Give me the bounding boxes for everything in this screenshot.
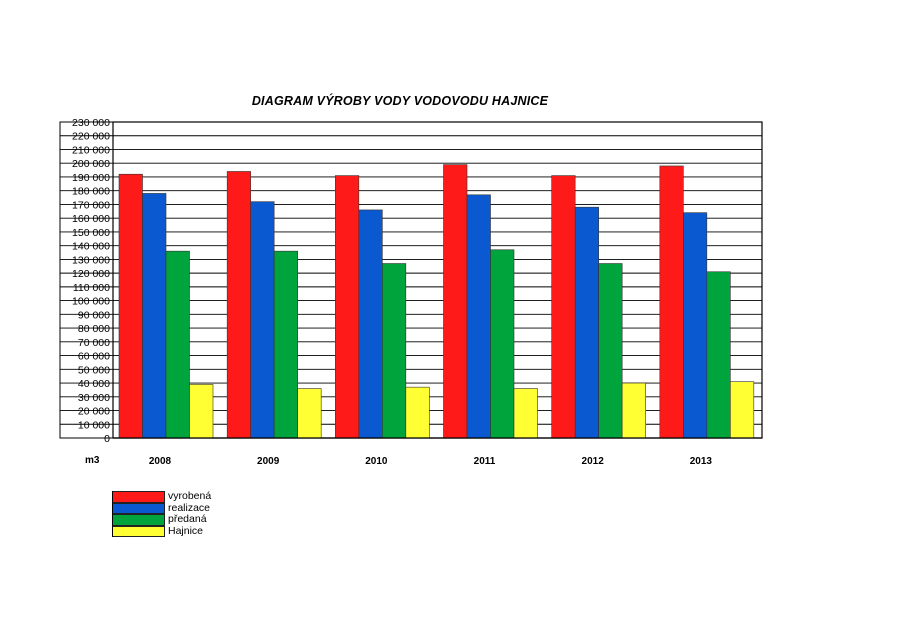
legend-swatch [113,514,165,526]
y-tick-label: 220 000 [72,131,110,143]
y-tick-label: 110 000 [73,282,110,294]
y-tick-label: 190 000 [72,172,110,184]
legend-label: Hajnice [168,525,204,538]
bar [513,388,538,439]
legend-item: Hajnice [113,526,211,538]
x-tick-label: 2012 [582,456,605,467]
y-tick-label: 230 000 [72,117,110,129]
y-tick-label: 70 000 [78,337,110,349]
y-tick-label: 180 000 [72,186,110,198]
y-axis-box [59,121,114,439]
legend-item: vyrobená [113,491,211,503]
bar [598,263,623,439]
bar [226,171,251,439]
y-tick-label: 80 000 [78,323,110,335]
chart-title: DIAGRAM VÝROBY VODY VODOVODU HAJNICE [251,94,549,108]
y-tick-label: 170 000 [72,199,110,211]
y-tick-label: 210 000 [72,144,110,156]
legend-label: předaná [168,513,207,526]
legend-item: předaná [113,514,211,526]
y-tick-label: 130 000 [72,254,110,266]
y-tick-label: 50 000 [78,364,110,376]
bar [659,165,684,439]
x-tick-label: 2013 [690,456,713,467]
y-tick-label: 30 000 [78,392,110,404]
bar [621,382,646,439]
y-tick-label: 160 000 [72,213,110,225]
legend-swatch [113,502,165,515]
y-tick-label: 120 000 [72,268,110,280]
y-tick-label: 100 000 [72,296,110,308]
y-tick-label: 200 000 [72,158,110,170]
y-tick-label: 150 000 [72,227,110,239]
legend-swatch [113,525,165,538]
y-tick-label: 10 000 [78,419,110,431]
legend-label: vyrobená [168,490,212,503]
bar [165,250,190,439]
bar [382,263,407,439]
bar [358,209,383,439]
bar [405,386,430,439]
bar [730,381,755,439]
bar [683,212,708,439]
bar [466,194,491,439]
bar [142,193,167,439]
y-tick-label: 140 000 [72,241,110,253]
bar [490,249,515,439]
y-tick-label: 40 000 [78,378,110,390]
bar [706,271,731,439]
legend-swatch [113,491,165,503]
y-tick-label: 0 [104,433,110,445]
y-tick-label: 60 000 [78,351,110,363]
bar [118,173,143,439]
bar [574,206,599,439]
y-tick-label: 20 000 [78,406,110,418]
bar [551,175,576,439]
bar [189,384,214,439]
legend-item: realizace [113,501,211,515]
legend: vyrobená realizace předaná Hajnice [112,491,211,538]
plot-area [112,121,763,439]
y-tick-label: 90 000 [78,309,110,321]
legend-label: realizace [168,501,211,514]
bar [443,164,468,439]
bar [297,388,322,439]
x-tick-label: 2008 [149,456,172,467]
bar [335,175,360,439]
bar [250,201,275,439]
x-tick-label: 2010 [365,456,388,467]
x-tick-label: 2011 [474,456,496,467]
unit-label: m3 [85,455,100,466]
bar [273,250,298,439]
x-tick-label: 2009 [257,456,280,467]
